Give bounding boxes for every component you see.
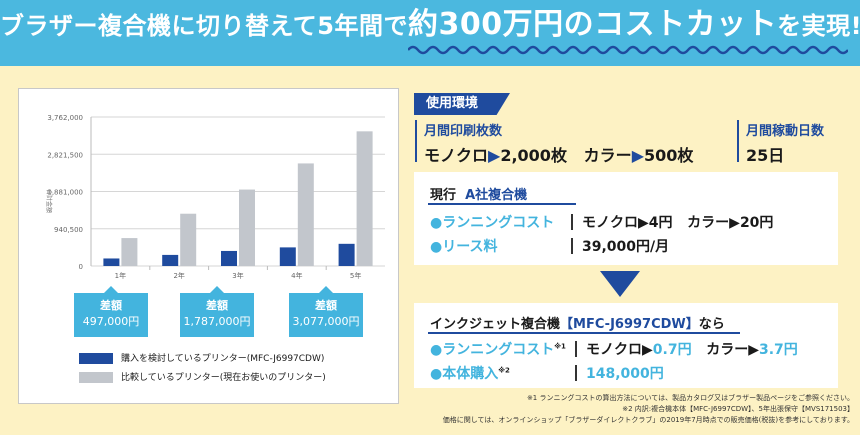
separator — [575, 341, 577, 357]
header-banner: ブラザー複合機に切り替えて5年間で約300万円のコストカットを実現! — [0, 0, 860, 66]
monthly-days-label: 月間稼動日数 — [746, 124, 825, 139]
bar-mfc-2 — [162, 254, 179, 266]
env-divider — [737, 120, 739, 162]
separator — [575, 365, 577, 381]
diff-value: 3,077,000円 — [292, 315, 360, 328]
triangle-icon: ▶ — [638, 215, 649, 231]
triangle-icon: ▶ — [631, 146, 644, 165]
inkjet-card: インクジェット複合機【MFC-J6997CDW】なら ●ランニングコスト※1 モ… — [414, 303, 838, 388]
x-tick-label: 1年 — [115, 271, 126, 280]
bar-current-2 — [180, 213, 197, 266]
bar-mfc-3 — [221, 250, 237, 266]
inkjet-title: インクジェット複合機【MFC-J6997CDW】なら — [430, 317, 725, 332]
monthly-print-label: 月間印刷枚数 — [424, 124, 503, 139]
separator — [571, 238, 573, 254]
chart-panel: 0 940,500 1,881,000 2,821,500 3,762,000 合計金額 1… — [18, 88, 399, 404]
purchase-value: 148,000円 — [586, 366, 664, 382]
current-machine-card: 現行 A社複合機 ●ランニングコスト モノクロ▶4円 カラー▶20円 ●リース料… — [414, 172, 838, 265]
inkjet-running-cost-label: ●ランニングコスト※1 — [430, 342, 566, 358]
down-arrow-icon — [600, 271, 640, 297]
y-tick-label: 2,821,500 — [47, 151, 83, 159]
x-tick-label: 5年 — [350, 271, 361, 280]
purchase-label: ●本体購入※2 — [430, 366, 510, 382]
env-heading: 使用環境 — [414, 93, 510, 115]
diff-arrow — [319, 286, 333, 293]
footnote-2: ※2 内訳:複合機本体【MFC-J6997CDW】、5年出張保守【MVS1715… — [622, 405, 854, 413]
diff-arrow — [210, 286, 224, 293]
triangle-icon: ▶ — [642, 342, 653, 358]
legend-swatch-gray — [79, 372, 113, 383]
x-tick-label: 2年 — [173, 271, 184, 280]
separator — [571, 214, 573, 230]
footnote-3: 価格に関しては、オンラインショップ「ブラザーダイレクトクラブ」の2019年7月時… — [442, 416, 854, 424]
triangle-icon: ▶ — [488, 146, 501, 165]
env-divider — [415, 120, 417, 162]
bar-mfc-4 — [279, 247, 296, 266]
diff-arrow — [104, 286, 118, 293]
bar-current-5 — [356, 131, 373, 266]
lease-label: ●リース料 — [430, 239, 498, 255]
diff-label: 差額 — [206, 299, 228, 312]
y-tick-label: 1,881,000 — [47, 189, 83, 197]
diff-label: 差額 — [315, 299, 337, 312]
lease-value: 39,000円/月 — [582, 239, 670, 255]
x-tick-label: 3年 — [232, 271, 243, 280]
diff-box-year5: 差額 3,077,000円 — [289, 286, 363, 337]
inkjet-running-cost-values: モノクロ▶0.7円 カラー▶3.7円 — [586, 342, 798, 358]
bar-current-1 — [121, 238, 138, 266]
diff-box-year3: 差額 1,787,000円 — [180, 286, 254, 337]
legend-label: 購入を検討しているプリンター(MFC-J6997CDW) — [121, 354, 325, 364]
monthly-days-value: 25日 — [746, 146, 785, 165]
bar-mfc-5 — [338, 243, 355, 266]
title-underline — [428, 332, 740, 334]
page-title: ブラザー複合機に切り替えて5年間で約300万円のコストカットを実現! — [0, 7, 860, 42]
y-tick-label: 0 — [79, 263, 83, 271]
triangle-icon: ▶ — [748, 342, 759, 358]
x-tick-label: 4年 — [291, 271, 302, 280]
bar-current-3 — [239, 189, 255, 266]
running-cost-values: モノクロ▶4円 カラー▶20円 — [582, 215, 774, 231]
monthly-print-values: モノクロ▶2,000枚 カラー▶500枚 — [424, 146, 694, 165]
y-tick-label: 940,500 — [54, 226, 83, 234]
bar-mfc-1 — [103, 258, 120, 266]
wave-underline — [408, 45, 848, 55]
legend-swatch-navy — [79, 353, 113, 364]
footnote-1: ※1 ランニングコストの算出方法については、製品カタログ又はブラザー製品ページを… — [526, 394, 854, 402]
legend-label: 比較しているプリンター(現在お使いのプリンター) — [121, 373, 326, 383]
title-underline — [428, 203, 576, 205]
y-tick-label: 3,762,000 — [47, 114, 83, 122]
running-cost-label: ●ランニングコスト — [430, 215, 555, 231]
diff-value: 497,000円 — [82, 315, 140, 328]
cost-bar-chart: 0 940,500 1,881,000 2,821,500 3,762,000 合計金額 1… — [45, 114, 385, 280]
diff-box-year1: 差額 497,000円 — [74, 286, 148, 337]
triangle-icon: ▶ — [729, 215, 740, 231]
diff-value: 1,787,000円 — [183, 315, 251, 328]
diff-label: 差額 — [100, 299, 122, 312]
bar-current-4 — [297, 163, 314, 266]
y-axis-label: 合計金額 — [45, 189, 53, 213]
current-title: 現行 A社複合機 — [430, 188, 528, 203]
